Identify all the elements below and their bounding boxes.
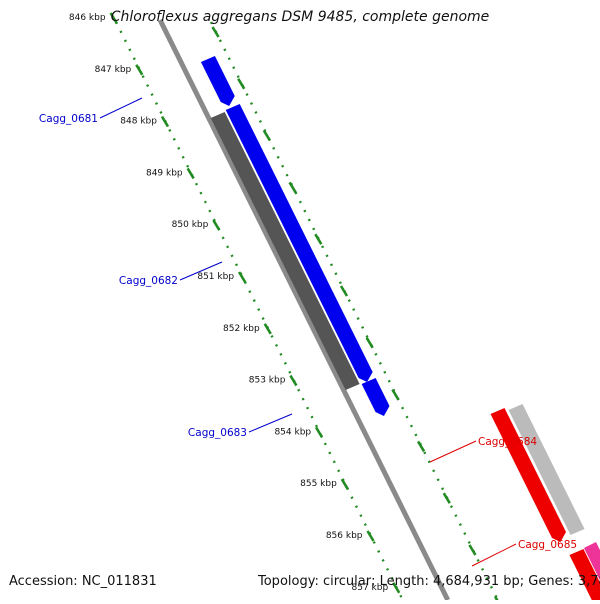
callout-line xyxy=(99,97,143,119)
genome-summary-label: Topology: circular; Length: 4,684,931 bp… xyxy=(258,574,600,589)
gene-label: Cagg_0681 xyxy=(39,113,98,125)
major-tick-outer xyxy=(211,26,220,38)
major-tick-inner xyxy=(109,12,118,24)
inner-tick-ring xyxy=(114,21,404,601)
tick-label: 849 kbp xyxy=(146,168,183,178)
gene-arrow-cagg-0684 xyxy=(490,408,567,542)
tick-ring-layer xyxy=(109,12,501,604)
reverse-gray-track xyxy=(508,404,585,535)
major-tick-inner xyxy=(315,426,324,439)
major-tick-inner xyxy=(160,115,170,128)
tick-label: 848 kbp xyxy=(120,117,157,127)
major-tick-outer xyxy=(468,544,477,556)
gene-arrow-cagg-0681 xyxy=(200,56,235,106)
major-tick-inner xyxy=(289,374,298,387)
tick-label: 847 kbp xyxy=(95,65,132,75)
major-tick-inner xyxy=(237,271,247,283)
outer-tick-ring xyxy=(209,21,499,601)
callout-line xyxy=(471,543,517,567)
major-tick-inner xyxy=(263,323,272,335)
labels-layer: 846 kbp 847 kbp 848 kbp 849 kbp 850 kbp 851 k… xyxy=(39,13,577,593)
major-tick-outer xyxy=(314,233,323,245)
major-tick-outer xyxy=(237,78,246,90)
gene-label: Cagg_0682 xyxy=(119,275,178,287)
feature-tracks-layer xyxy=(157,18,600,604)
gene-label: Cagg_0685 xyxy=(518,539,577,551)
major-tick-inner xyxy=(135,64,144,76)
major-tick-outer xyxy=(262,129,272,142)
major-tick-outer xyxy=(365,337,374,349)
major-tick-outer xyxy=(416,440,426,453)
tick-label: 850 kbp xyxy=(172,220,209,230)
tick-label: 857 kbp xyxy=(352,583,389,593)
tick-label: 846 kbp xyxy=(69,13,106,23)
gene-arrow-cagg-0682 xyxy=(225,104,373,382)
gene-arrow-cagg-0683 xyxy=(361,378,390,416)
major-tick-inner xyxy=(366,530,375,542)
tick-label: 855 kbp xyxy=(300,479,337,489)
gene-arrow-cagg-0685 xyxy=(569,549,600,604)
gene-label: Cagg_0684 xyxy=(478,436,537,448)
major-tick-outer xyxy=(339,285,349,297)
tick-label: 856 kbp xyxy=(326,531,363,541)
gene-arrow-pink xyxy=(583,542,600,581)
major-tick-inner xyxy=(340,478,349,490)
tick-label: 854 kbp xyxy=(274,427,311,437)
major-tick-inner xyxy=(392,582,401,594)
map-title: Chloroflexus aggregans DSM 9485, complet… xyxy=(110,9,490,25)
major-tick-outer xyxy=(288,181,297,194)
backbone-ring xyxy=(157,18,450,602)
callout-line xyxy=(179,261,223,281)
tick-label: 852 kbp xyxy=(223,324,260,334)
major-tick-outer xyxy=(442,492,451,504)
major-tick-inner xyxy=(186,167,195,180)
tick-label: 851 kbp xyxy=(197,272,234,282)
accession-label: Accession: NC_011831 xyxy=(9,574,157,589)
forward-gray-track xyxy=(210,112,360,390)
gene-label: Cagg_0683 xyxy=(188,427,247,439)
callout-line xyxy=(248,413,293,433)
callout-line xyxy=(429,440,477,463)
tick-label: 853 kbp xyxy=(249,376,286,386)
major-tick-inner xyxy=(212,219,221,231)
major-tick-outer xyxy=(391,388,400,401)
